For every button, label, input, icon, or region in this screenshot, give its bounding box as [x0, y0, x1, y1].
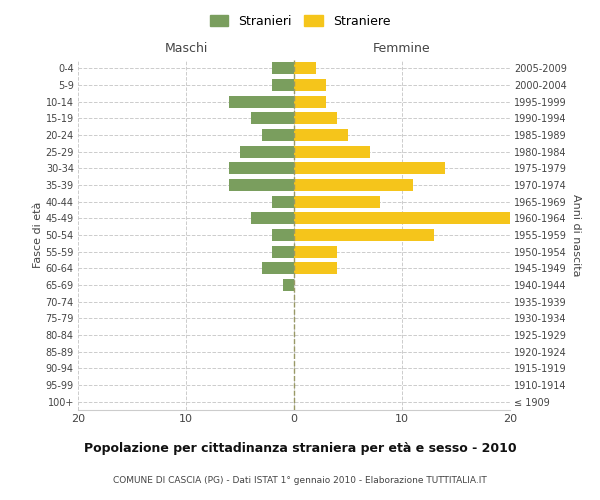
Bar [229, 96, 294, 108]
Y-axis label: Anni di nascita: Anni di nascita [571, 194, 581, 276]
Bar [294, 179, 413, 191]
Bar [294, 196, 380, 207]
Bar [229, 162, 294, 174]
Bar [251, 212, 294, 224]
Bar [251, 112, 294, 124]
Bar [262, 129, 294, 141]
Bar [229, 179, 294, 191]
Bar [262, 262, 294, 274]
Bar [294, 212, 510, 224]
Bar [272, 62, 294, 74]
Text: Popolazione per cittadinanza straniera per età e sesso - 2010: Popolazione per cittadinanza straniera p… [83, 442, 517, 455]
Bar [283, 279, 294, 291]
Bar [272, 246, 294, 258]
Y-axis label: Fasce di età: Fasce di età [32, 202, 43, 268]
Bar [240, 146, 294, 158]
Bar [272, 229, 294, 241]
Bar [294, 246, 337, 258]
Bar [294, 79, 326, 91]
Text: Maschi: Maschi [164, 42, 208, 55]
Bar [294, 96, 326, 108]
Bar [294, 262, 337, 274]
Text: COMUNE DI CASCIA (PG) - Dati ISTAT 1° gennaio 2010 - Elaborazione TUTTITALIA.IT: COMUNE DI CASCIA (PG) - Dati ISTAT 1° ge… [113, 476, 487, 485]
Bar [294, 129, 348, 141]
Bar [294, 229, 434, 241]
Text: Femmine: Femmine [373, 42, 431, 55]
Bar [272, 79, 294, 91]
Bar [272, 196, 294, 207]
Bar [294, 146, 370, 158]
Bar [294, 162, 445, 174]
Bar [294, 112, 337, 124]
Bar [294, 62, 316, 74]
Legend: Stranieri, Straniere: Stranieri, Straniere [206, 11, 394, 32]
